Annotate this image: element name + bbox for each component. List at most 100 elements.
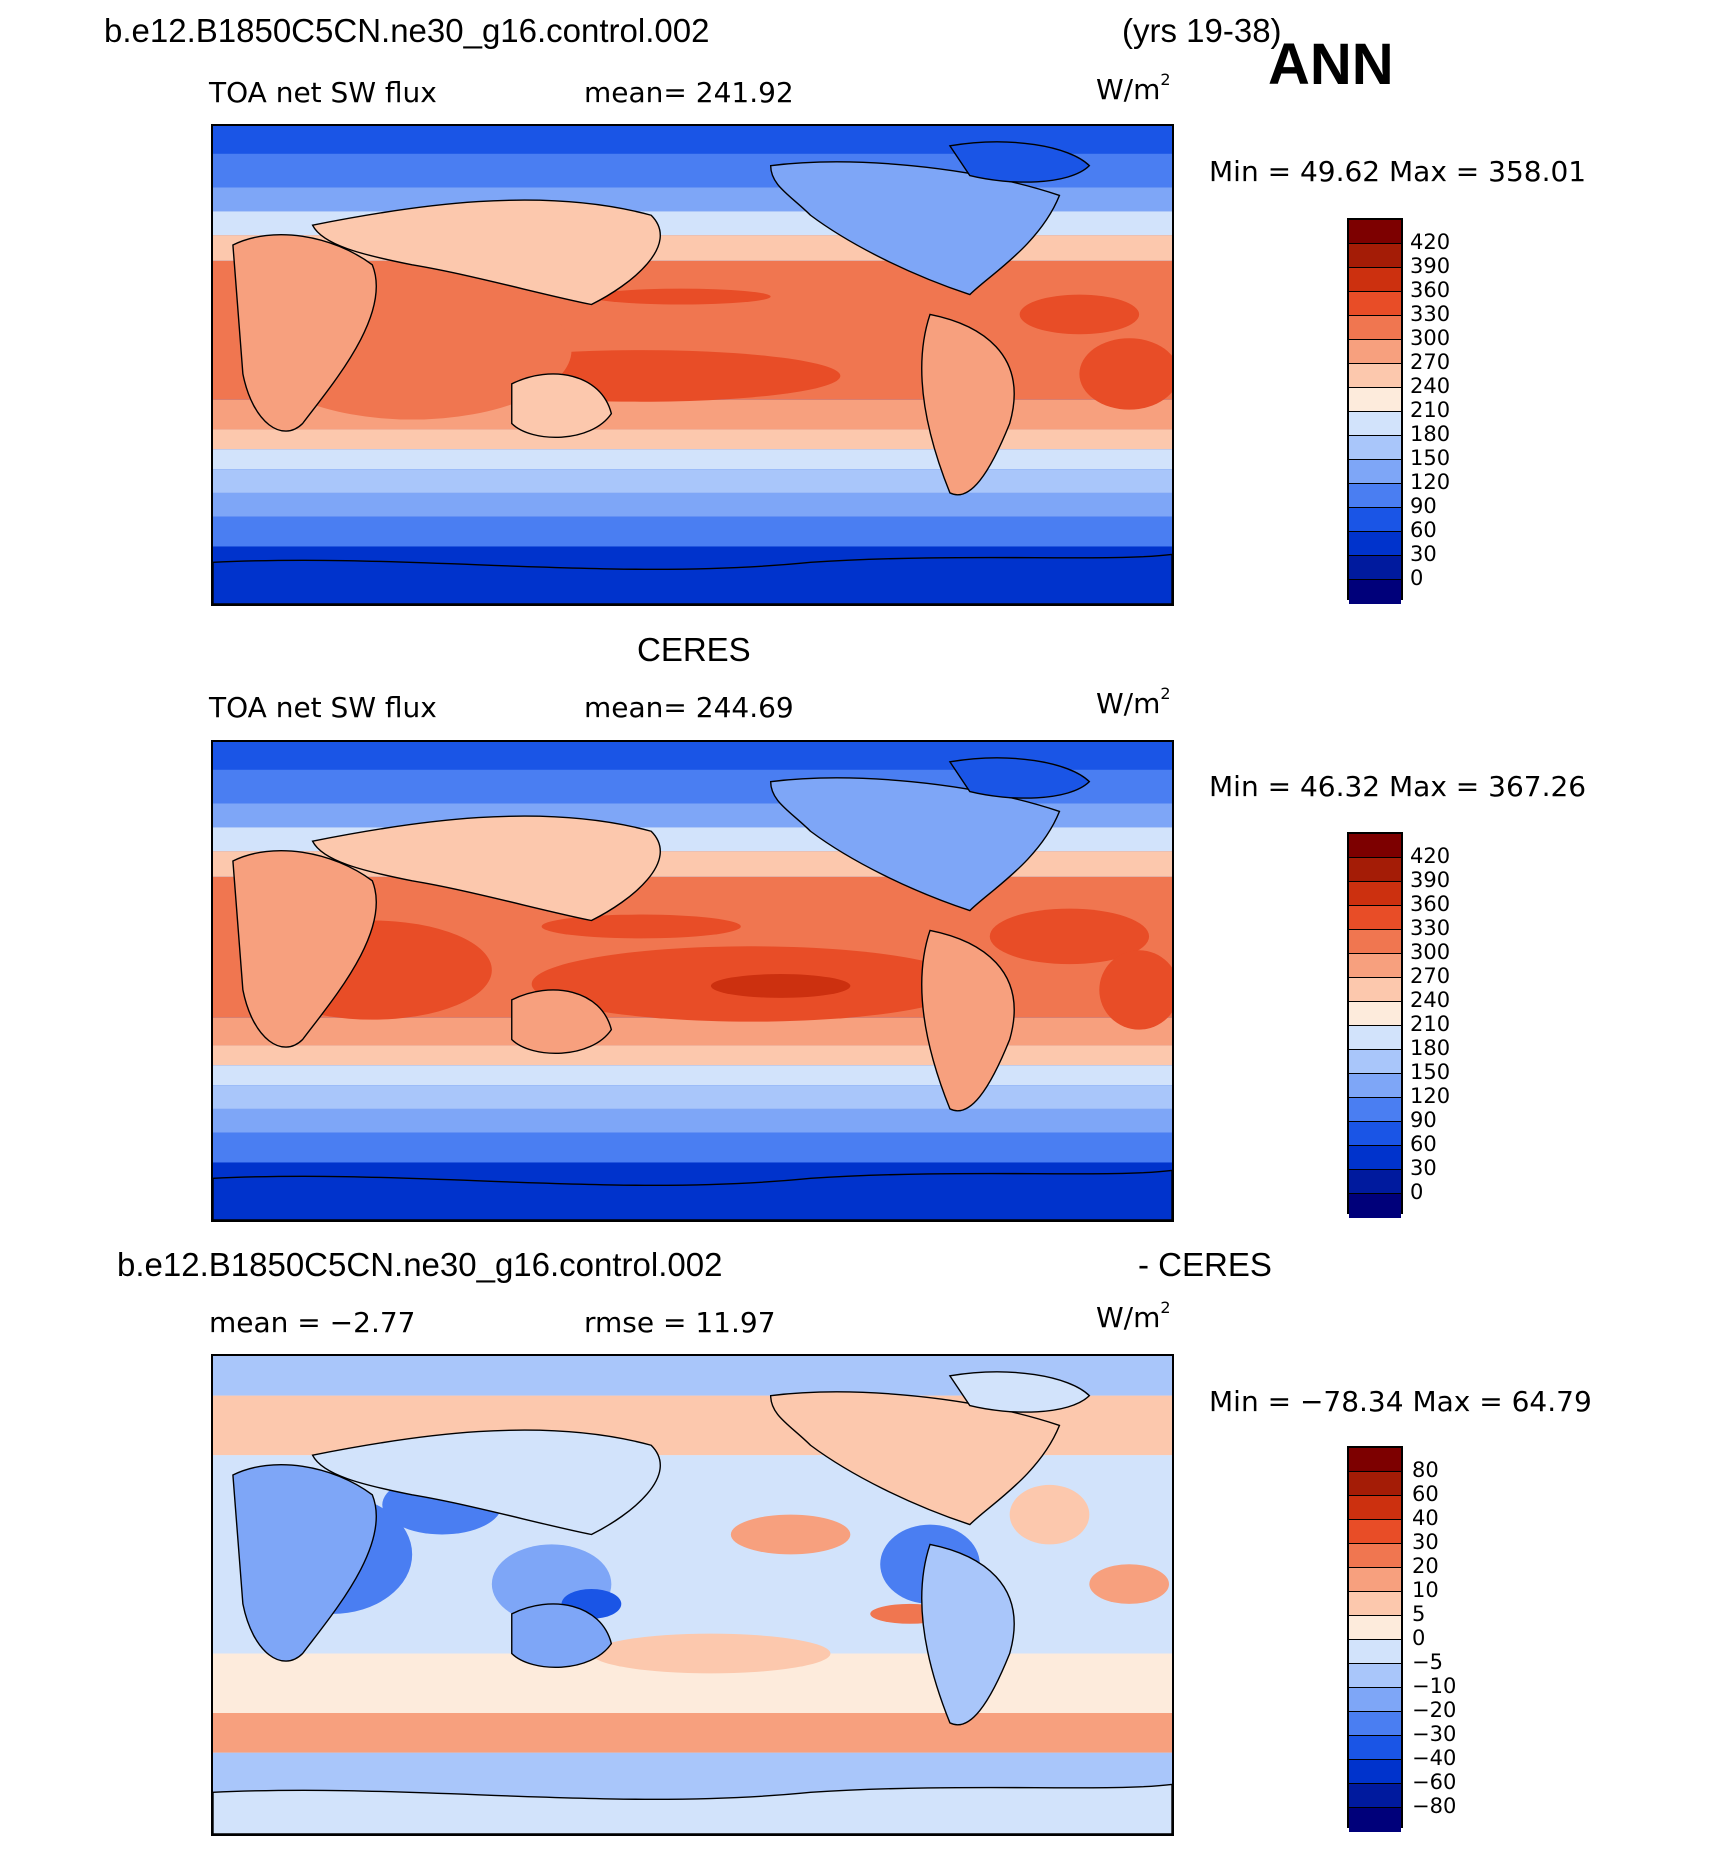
colorbar-level-label: 10 [1412,1578,1439,1602]
panel3-map [211,1354,1174,1836]
colorbar-level-label: −30 [1412,1722,1457,1746]
panel2-title: CERES [637,631,751,668]
colorbar-swatch [1349,1098,1401,1122]
panel3-title-suffix: - CERES [1138,1246,1272,1283]
colorbar-level-label: −5 [1412,1650,1443,1674]
colorbar-level-label: 360 [1410,278,1451,302]
colorbar-swatch [1349,316,1401,340]
season-label: ANN [1268,32,1394,97]
colorbar-level-label: 30 [1412,1530,1439,1554]
colorbar-level-label: 20 [1412,1554,1439,1578]
colorbar-swatch [1349,292,1401,316]
colorbar-swatch [1349,1640,1401,1664]
colorbar-level-label: 60 [1410,1132,1437,1156]
panel1-mean-label: mean= 241.92 [584,76,794,109]
colorbar-swatch [1349,1520,1401,1544]
colorbar-swatch [1349,906,1401,930]
colorbar-swatch [1349,1472,1401,1496]
colorbar-swatch [1349,1712,1401,1736]
colorbar-swatch [1349,460,1401,484]
colorbar-swatch [1349,1592,1401,1616]
panel2-map [211,740,1174,1222]
colorbar-swatch [1349,484,1401,508]
colorbar-level-label: 150 [1410,446,1451,470]
colorbar-swatch [1349,978,1401,1002]
colorbar-swatch [1349,412,1401,436]
panel3-mean-label: mean = −2.77 [209,1306,416,1339]
colorbar-swatch [1349,1026,1401,1050]
colorbar-swatch [1349,1448,1401,1472]
colorbar-level-label: 390 [1410,254,1451,278]
colorbar-level-label: 0 [1410,566,1424,590]
colorbar-level-label: 270 [1410,350,1451,374]
colorbar-level-label: 0 [1410,1180,1424,1204]
colorbar-swatch [1349,1002,1401,1026]
colorbar-swatch [1349,580,1401,604]
colorbar-swatch [1349,1736,1401,1760]
colorbar-level-label: 330 [1410,916,1451,940]
colorbar-level-label: 240 [1410,988,1451,1012]
colorbar-swatch [1349,340,1401,364]
panel1-variable-label: TOA net SW flux [209,76,437,109]
colorbar-swatch [1349,1568,1401,1592]
colorbar-level-label: 210 [1410,1012,1451,1036]
panel3-rmse-label: rmse = 11.97 [584,1306,776,1339]
panel1-colorbar [1347,218,1403,604]
colorbar-swatch [1349,858,1401,882]
panel2-mean-label: mean= 244.69 [584,691,794,724]
colorbar-level-label: −60 [1412,1770,1457,1794]
panel2-variable-label: TOA net SW flux [209,691,437,724]
colorbar-swatch [1349,1496,1401,1520]
colorbar-swatch [1349,388,1401,412]
colorbar-swatch [1349,436,1401,460]
panel3-units-label: W/m2 [1096,1298,1171,1334]
panel3-colorbar [1347,1446,1403,1832]
panel2-colorbar [1347,832,1403,1218]
colorbar-level-label: 30 [1410,1156,1437,1180]
colorbar-level-label: 330 [1410,302,1451,326]
colorbar-swatch [1349,1050,1401,1074]
panel3-contour-plot [213,1356,1172,1834]
panel2-minmax-label: Min = 46.32 Max = 367.26 [1209,770,1587,803]
colorbar-level-label: −20 [1412,1698,1457,1722]
panel1-contour-plot [213,126,1172,604]
panel1-map [211,124,1174,606]
colorbar-level-label: 150 [1410,1060,1451,1084]
colorbar-swatch [1349,930,1401,954]
colorbar-level-label: 90 [1410,1108,1437,1132]
colorbar-level-label: 80 [1412,1458,1439,1482]
colorbar-level-label: 240 [1410,374,1451,398]
colorbar-level-label: 420 [1410,844,1451,868]
panel2-contour-plot [213,742,1172,1220]
panel1-units-label: W/m2 [1096,70,1171,106]
colorbar-level-label: 40 [1412,1506,1439,1530]
panel2-units-label: W/m2 [1096,684,1171,720]
panel1-minmax-label: Min = 49.62 Max = 358.01 [1209,155,1587,188]
colorbar-level-label: 270 [1410,964,1451,988]
colorbar-level-label: 60 [1412,1482,1439,1506]
colorbar-level-label: 360 [1410,892,1451,916]
colorbar-swatch [1349,532,1401,556]
colorbar-swatch [1349,1760,1401,1784]
panel3-title: b.e12.B1850C5CN.ne30_g16.control.002 [117,1246,723,1283]
colorbar-level-label: 420 [1410,230,1451,254]
colorbar-swatch [1349,556,1401,580]
colorbar-swatch [1349,954,1401,978]
colorbar-swatch [1349,882,1401,906]
case-title: b.e12.B1850C5CN.ne30_g16.control.002 [104,12,710,49]
colorbar-swatch [1349,1146,1401,1170]
colorbar-swatch [1349,1122,1401,1146]
colorbar-level-label: −80 [1412,1794,1457,1818]
colorbar-level-label: 60 [1410,518,1437,542]
colorbar-level-label: 5 [1412,1602,1426,1626]
colorbar-level-label: 120 [1410,1084,1451,1108]
colorbar-swatch [1349,1616,1401,1640]
colorbar-swatch [1349,1170,1401,1194]
colorbar-level-label: −10 [1412,1674,1457,1698]
colorbar-swatch [1349,1544,1401,1568]
colorbar-level-label: 300 [1410,326,1451,350]
colorbar-swatch [1349,244,1401,268]
colorbar-swatch [1349,1808,1401,1832]
colorbar-swatch [1349,220,1401,244]
